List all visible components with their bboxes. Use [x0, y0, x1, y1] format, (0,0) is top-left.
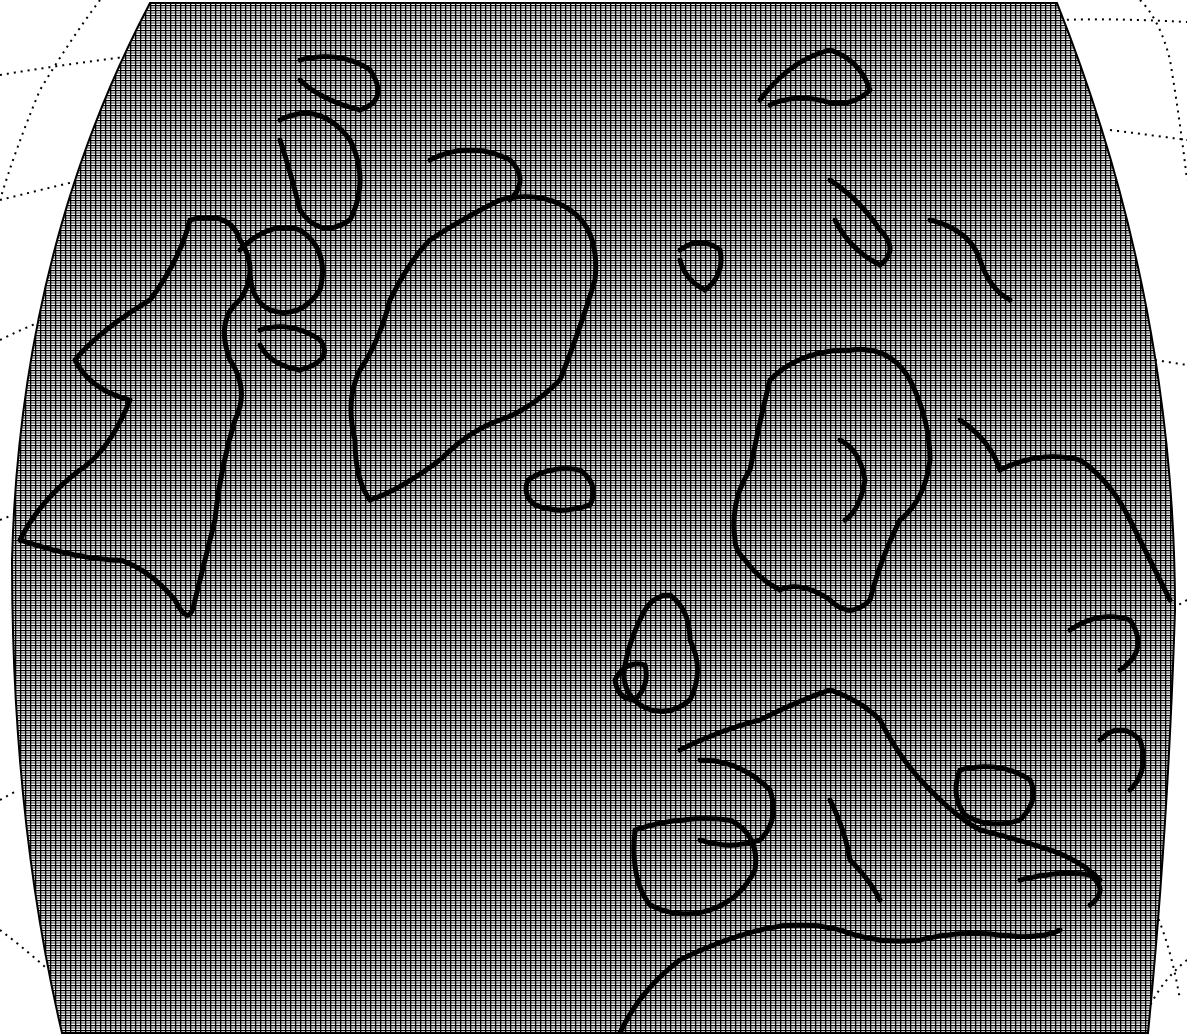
coastline-black-sea	[953, 764, 1036, 827]
graticule-line	[1149, 899, 1181, 1001]
graticule-line	[0, 321, 41, 341]
coastline-europe	[677, 687, 1103, 883]
coastline-africa	[617, 922, 1063, 1033]
coastline-italy	[827, 797, 883, 903]
graticule-line	[0, 54, 141, 76]
coastline-north-america	[17, 215, 253, 618]
coastline-greenland	[348, 194, 599, 503]
graticule-line	[1154, 359, 1187, 366]
graticule-line	[1059, 18, 1187, 23]
coastline-scandinavia	[731, 346, 933, 613]
coastline-iceland	[523, 466, 596, 513]
coastline-caspian-b	[1067, 614, 1141, 673]
graticule-line	[0, 177, 91, 201]
coastline-baltic	[837, 437, 868, 523]
coastline-svalbard	[757, 47, 873, 108]
coastline-iberia	[631, 816, 759, 917]
coastline-franz-josef	[827, 177, 893, 268]
coastline-ireland	[612, 661, 649, 703]
coastline-novaya	[927, 217, 1013, 303]
coastline-hudson	[237, 225, 325, 315]
mesh-sector	[10, 2, 1177, 1034]
coastlines	[17, 47, 1173, 1033]
graticule-line	[0, 789, 19, 801]
coastline-arctic-a	[297, 54, 381, 113]
coastline-siberia	[997, 454, 1173, 603]
coastline-caspian	[1097, 727, 1146, 793]
graticule-line	[1109, 129, 1187, 141]
coastline-ural	[957, 417, 1003, 473]
graticule-line	[1139, 0, 1187, 181]
coastline-baffin	[277, 110, 363, 231]
coastline-arctic-islands	[257, 324, 327, 373]
coastline-europe-south	[697, 757, 776, 848]
coastline-jan-mayen	[677, 240, 724, 293]
coastline-greenland-north	[427, 147, 523, 203]
coastline-med-east	[1017, 870, 1103, 908]
